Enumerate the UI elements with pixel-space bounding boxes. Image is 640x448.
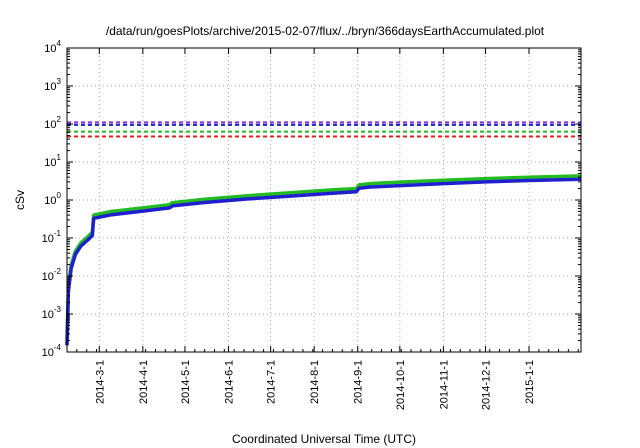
chart-title: /data/run/goesPlots/archive/2015-02-07/f… <box>106 24 545 38</box>
x-tick-label: 2014-6-1 <box>224 360 236 404</box>
y-tick-label: 102 <box>44 115 61 131</box>
axis-ticks <box>66 47 581 353</box>
x-tick-label: 2014-11-1 <box>438 360 450 409</box>
x-tick-label: 2014-12-1 <box>481 360 493 410</box>
y-axis-label: cSv <box>13 190 27 210</box>
x-tick-label: 2015-1-1 <box>524 360 536 404</box>
x-tick-label: 2014-10-1 <box>395 360 407 410</box>
x-tick-label: 2014-7-1 <box>266 360 278 404</box>
x-tick-label: 2014-4-1 <box>138 360 150 404</box>
x-tick-label: 2014-9-1 <box>353 360 365 404</box>
x-tick-label: 2014-3-1 <box>94 360 106 404</box>
y-tick-label: 104 <box>44 39 61 55</box>
grid-lines <box>67 48 581 352</box>
y-tick-label: 101 <box>44 153 61 169</box>
x-tick-label: 2014-5-1 <box>180 360 192 404</box>
y-tick-label: 10-4 <box>42 343 62 359</box>
y-tick-labels: 10-4 10-3 10-2 10-1 100 101 102 103 104 <box>42 39 62 359</box>
x-axis-label: Coordinated Universal Time (UTC) <box>232 432 416 446</box>
series-line <box>65 174 582 341</box>
x-tick-label: 2014-8-1 <box>309 360 321 404</box>
x-tick-labels: 2014-3-1 2014-4-1 2014-5-1 2014-6-1 2014-7-1… <box>94 360 536 410</box>
y-tick-label: 10-1 <box>42 229 62 245</box>
series-lines <box>65 174 582 346</box>
y-tick-label: 103 <box>44 77 61 93</box>
y-tick-label: 100 <box>44 191 61 207</box>
series-line <box>65 177 582 346</box>
y-tick-label: 10-3 <box>42 305 62 321</box>
threshold-lines <box>67 121 581 138</box>
y-tick-label: 10-2 <box>42 267 62 283</box>
